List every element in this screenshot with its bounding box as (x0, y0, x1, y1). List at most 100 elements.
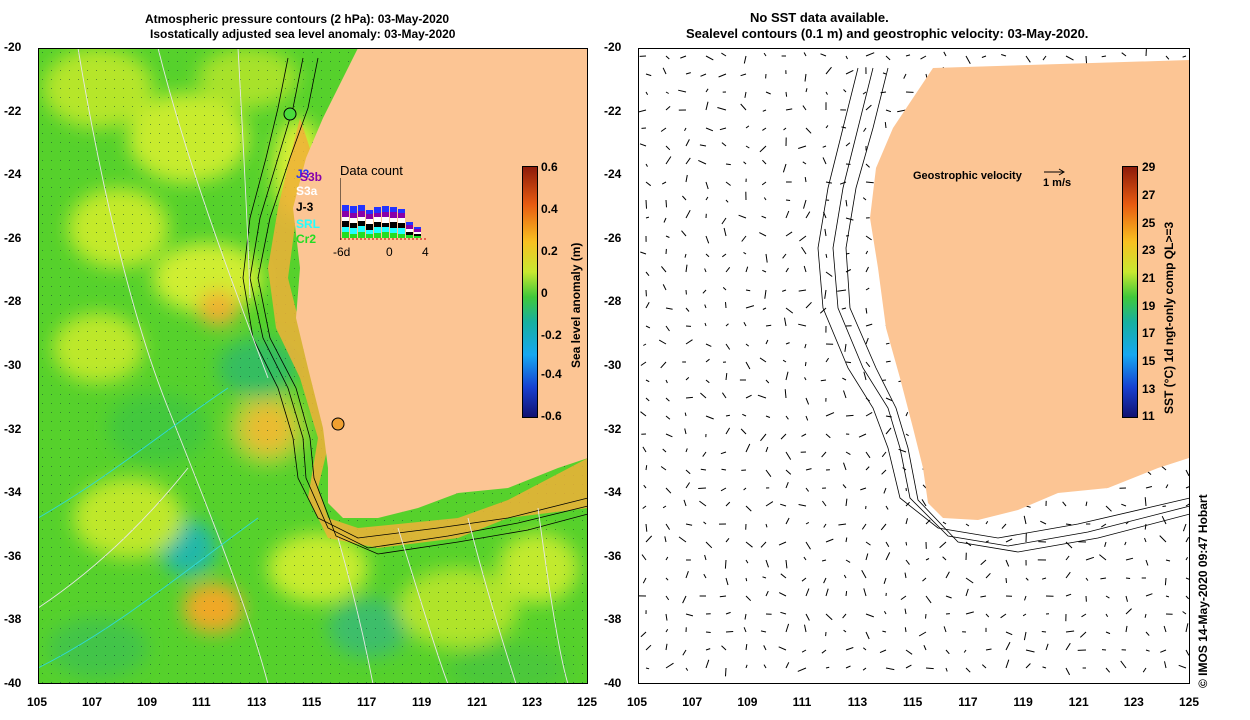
velocity-arrow (1182, 611, 1187, 615)
velocity-arrow (785, 482, 789, 489)
velocity-arrow (780, 573, 787, 579)
velocity-arrow (645, 379, 650, 383)
data-count-bar-segment (366, 234, 373, 238)
data-count-bar-segment (374, 217, 381, 222)
velocity-arrow (640, 411, 647, 417)
data-count-bar-segment (414, 232, 421, 234)
left-x-tick-119: 119 (412, 695, 432, 709)
velocity-arrow (699, 144, 707, 147)
velocity-arrow (1163, 625, 1167, 633)
velocity-arrow (665, 595, 670, 601)
velocity-arrow (842, 484, 847, 489)
velocity-arrow (805, 88, 808, 93)
left-title-line2: Isostatically adjusted sea level anomaly… (150, 27, 456, 41)
data-count-bar-segment (350, 218, 357, 223)
velocity-arrow (1023, 631, 1027, 641)
velocity-arrow (703, 573, 707, 579)
velocity-arrow (725, 577, 729, 586)
velocity-arrow (760, 541, 767, 548)
velocity-arrow (785, 623, 790, 633)
velocity-arrow (865, 466, 870, 471)
velocity-arrow (1165, 55, 1170, 60)
right-x-tick-107: 107 (682, 695, 703, 709)
sea-level-anomaly-map (38, 48, 588, 684)
velocity-arrow (1025, 663, 1031, 669)
velocity-arrow (885, 55, 891, 61)
velocity-arrow (700, 73, 707, 77)
velocity-arrow (785, 91, 788, 97)
velocity-key-label: Geostrophic velocity (913, 170, 1022, 182)
velocity-arrow (704, 322, 707, 327)
velocity-arrow (645, 181, 652, 187)
velocity-arrow (745, 343, 750, 347)
velocity-arrow (797, 667, 807, 672)
velocity-arrow (778, 646, 787, 651)
velocity-arrow (665, 199, 667, 208)
velocity-arrow (805, 211, 811, 219)
velocity-arrow (880, 523, 887, 531)
velocity-arrow (665, 662, 674, 669)
velocity-arrow (798, 145, 807, 149)
velocity-arrow (945, 649, 950, 655)
velocity-arrow (845, 559, 851, 563)
australia-land (293, 48, 588, 518)
velocity-arrow (821, 451, 827, 458)
left-x-tick-121: 121 (467, 695, 488, 709)
velocity-arrow (641, 554, 647, 561)
velocity-arrow (725, 181, 731, 186)
velocity-arrow (1125, 557, 1134, 561)
velocity-arrow (1165, 559, 1171, 562)
velocity-arrow (685, 339, 693, 345)
velocity-arrow (765, 590, 769, 597)
coastal-anomaly-band (268, 118, 588, 548)
velocity-arrow (645, 667, 650, 670)
velocity-arrow (860, 487, 867, 491)
data-count-histogram (340, 178, 428, 240)
velocity-arrow (1105, 613, 1109, 618)
velocity-arrow (780, 433, 787, 440)
velocity-arrow (900, 595, 907, 601)
data-count-bar-segment (398, 213, 405, 218)
velocity-arrow (821, 500, 827, 507)
sst-colorbar (1122, 166, 1138, 418)
velocity-arrow (745, 361, 751, 370)
velocity-arrow (765, 339, 769, 345)
velocity-arrow (742, 413, 747, 417)
velocity-arrow (1022, 613, 1027, 617)
velocity-arrow (1101, 523, 1107, 528)
velocity-arrow (861, 523, 867, 530)
velocity-arrow (725, 266, 731, 273)
velocity-arrow (884, 122, 887, 129)
velocity-arrow (760, 630, 767, 633)
data-count-bar-segment (414, 227, 421, 229)
velocity-arrow (845, 142, 851, 147)
tide-gauge-marker-south[interactable] (331, 417, 345, 431)
velocity-arrow (922, 484, 927, 489)
velocity-arrow (804, 343, 807, 349)
tide-gauge-marker-north[interactable] (283, 107, 297, 121)
velocity-arrow (845, 537, 848, 543)
velocity-arrow (863, 588, 867, 597)
velocity-arrow (1145, 559, 1149, 566)
velocity-arrow (805, 588, 810, 597)
velocity-arrow (745, 644, 748, 651)
velocity-arrow (865, 411, 873, 417)
velocity-arrow (682, 195, 687, 201)
data-count-bar-segment (342, 232, 349, 238)
velocity-arrow (845, 591, 848, 597)
velocity-arrow (865, 323, 873, 327)
velocity-arrow (1145, 631, 1150, 636)
data-count-bar-segment (398, 223, 405, 228)
velocity-arrow (965, 523, 970, 527)
sst-tick-3: 23 (1142, 243, 1156, 257)
velocity-arrow (1105, 505, 1112, 512)
data-count-bar-segment (382, 212, 389, 217)
right-y-tick--32: -32 (604, 421, 622, 436)
velocity-arrow (718, 73, 727, 78)
velocity-arrow (684, 412, 687, 417)
velocity-arrow (965, 611, 974, 615)
velocity-arrow (662, 448, 667, 453)
velocity-arrow (965, 667, 971, 673)
velocity-arrow (823, 577, 827, 584)
data-count-bar-segment (358, 217, 365, 221)
